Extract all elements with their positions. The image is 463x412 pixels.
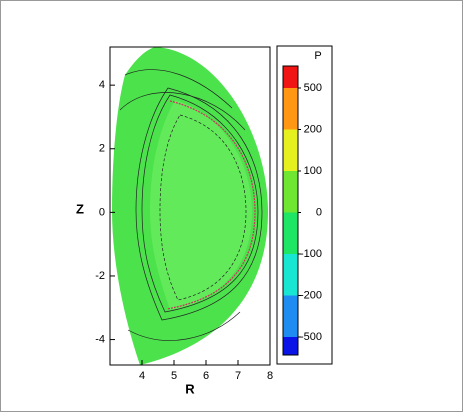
x-tick-label: 5 <box>171 370 177 382</box>
y-axis-title: Z <box>76 201 84 216</box>
colorbar-label: 500 <box>304 82 322 94</box>
flux-contour <box>141 94 259 313</box>
colorbar-band <box>283 254 298 296</box>
y-tick-label: 0 <box>99 206 105 218</box>
colorbar-title: P <box>314 50 321 62</box>
open-field-line <box>127 311 241 341</box>
colorbar-band <box>283 171 298 213</box>
colorbar-band <box>283 212 298 254</box>
colorbar-band <box>283 295 298 337</box>
plot-frame <box>109 46 271 366</box>
colorbar-label: -100 <box>300 248 322 260</box>
x-tick-label: 6 <box>203 370 209 382</box>
open-field-line <box>124 69 233 109</box>
flux-contour <box>159 114 247 301</box>
y-tick-label: 4 <box>99 79 105 91</box>
flux-contours <box>119 69 263 341</box>
x-tick-label: 8 <box>267 370 273 382</box>
y-tick-label: -2 <box>95 270 105 282</box>
colorbar-label: -500 <box>300 331 322 343</box>
colorbar-band <box>283 337 298 355</box>
colorbar-label: 200 <box>304 123 322 135</box>
colorbar-label: -200 <box>300 289 322 301</box>
colorbar-band <box>283 66 298 88</box>
core-region <box>150 100 252 310</box>
open-field-line <box>119 92 246 131</box>
edge-structure <box>166 100 256 310</box>
x-tick-label: 4 <box>139 370 145 382</box>
x-axis-title: R <box>185 381 195 396</box>
y-tick-label: -4 <box>95 333 105 345</box>
colorbar-band <box>283 129 298 171</box>
colorbar-label: 100 <box>304 165 322 177</box>
colorbar-band <box>283 88 298 130</box>
flux-contour <box>135 87 263 321</box>
colorbar-outline <box>282 65 299 356</box>
colorbar-label: 0 <box>316 206 322 218</box>
plasma-field <box>112 47 268 365</box>
x-tick-label: 7 <box>235 370 241 382</box>
y-tick-label: 2 <box>99 143 105 155</box>
